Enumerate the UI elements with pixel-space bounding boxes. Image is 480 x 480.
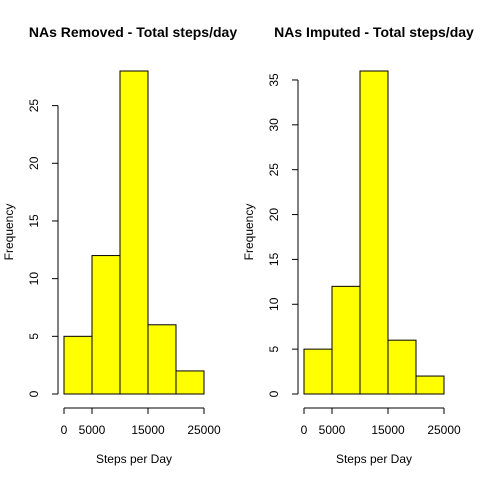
histogram-bar: [387, 339, 417, 395]
histogram-panel-2: NAs Imputed - Total steps/day 0 5 10 15 20 25 3…: [242, 24, 474, 466]
x-tick-label: 25000: [427, 423, 461, 437]
x-tick-label: 25000: [187, 423, 221, 437]
y-tick-label: 30: [267, 118, 281, 132]
x-tick-label: 5000: [79, 423, 106, 437]
histogram-panel-1: NAs Removed - Total steps/day05101520250…: [2, 24, 237, 466]
x-tick-label: 0: [301, 423, 308, 437]
y-tick-label: 15: [27, 214, 41, 228]
x-tick-label: 0: [61, 423, 68, 437]
chart-title: NAs Imputed - Total steps/day: [274, 24, 474, 40]
histogram-bar: [175, 370, 205, 395]
y-tick-label: 5: [27, 333, 41, 340]
y-tick-label: 25: [27, 99, 41, 113]
x-tick-label: 5000: [319, 423, 346, 437]
x-axis-label: Steps per Day: [336, 452, 412, 466]
x-tick-label: 15000: [131, 423, 165, 437]
y-tick-label: 20: [267, 208, 281, 222]
y-tick-label: 15: [267, 252, 281, 266]
y-tick-label: 10: [27, 272, 41, 286]
y-tick-label: 0: [27, 390, 41, 397]
y-tick-label: 5: [267, 345, 281, 352]
x-axis-label: Steps per Day: [96, 452, 172, 466]
histogram-bar: [63, 335, 93, 395]
y-tick-label: 0: [267, 390, 281, 397]
histogram-bar: [415, 375, 445, 395]
y-axis-label: Frequency: [2, 204, 16, 261]
histogram-bar: [147, 324, 177, 395]
y-tick-label: 20: [27, 156, 41, 170]
x-tick-label: 15000: [371, 423, 405, 437]
y-tick-label: 10: [267, 297, 281, 311]
y-axis-label: Frequency: [242, 204, 256, 261]
histogram-bar: [331, 285, 361, 395]
histogram-bar: [359, 70, 389, 395]
histogram-bar: [303, 348, 333, 395]
chart-title: NAs Removed - Total steps/day: [29, 24, 237, 40]
histogram-bar: [91, 255, 121, 395]
histogram-bar: [119, 70, 149, 395]
y-tick-label: 35: [267, 73, 281, 87]
y-tick-label: 25: [267, 163, 281, 177]
